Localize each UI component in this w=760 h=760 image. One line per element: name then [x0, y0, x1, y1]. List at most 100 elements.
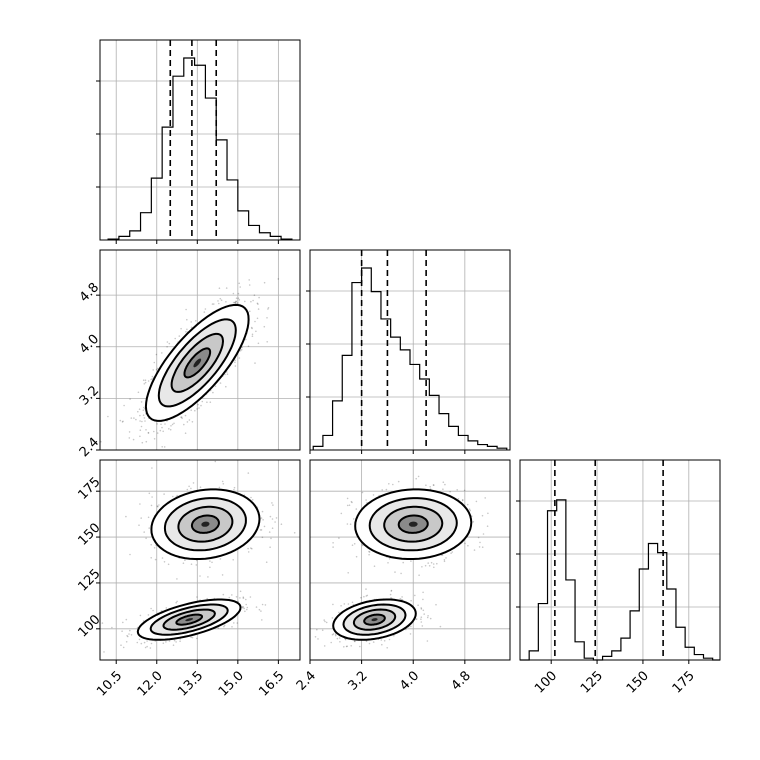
histogram-panel-2 [516, 459, 721, 664]
sample-point [331, 633, 334, 636]
sample-point [188, 485, 190, 488]
sample-point [190, 409, 192, 412]
sample-point [275, 517, 278, 519]
sample-point [441, 554, 444, 556]
sample-point [405, 628, 407, 631]
sample-point [155, 353, 158, 356]
sample-point [347, 572, 350, 574]
sample-point [389, 593, 392, 596]
sample-point [537, 536, 539, 538]
sample-point [250, 496, 252, 499]
sample-point [268, 531, 271, 533]
sample-point [393, 634, 395, 637]
sample-point [165, 641, 167, 643]
sample-point [477, 536, 480, 539]
sample-point [219, 382, 222, 384]
sample-point [180, 327, 182, 330]
sample-point [149, 647, 152, 649]
sample-point [475, 500, 478, 503]
sample-point [355, 508, 358, 510]
sample-point [145, 440, 148, 443]
sample-point [256, 317, 259, 320]
sample-point [261, 619, 263, 621]
sample-point [479, 541, 481, 544]
sample-point [162, 430, 164, 433]
sample-point [209, 401, 212, 404]
sample-point [217, 627, 220, 629]
sample-point [334, 634, 337, 637]
sample-point [141, 420, 143, 423]
sample-point [207, 576, 209, 578]
sample-point [429, 486, 432, 488]
sample-point [160, 423, 162, 426]
sample-point [334, 633, 337, 636]
sample-point [461, 499, 464, 502]
sample-point [392, 483, 394, 486]
sample-point [343, 646, 345, 648]
sample-point [147, 431, 150, 434]
sample-point [150, 607, 152, 610]
sample-point [263, 525, 266, 528]
sample-point [190, 636, 192, 638]
sample-point [175, 601, 177, 604]
sample-point [361, 544, 364, 547]
sample-point [146, 645, 148, 648]
sample-point [232, 559, 234, 561]
sample-point [190, 487, 192, 490]
sample-point [234, 302, 236, 304]
sample-point [122, 621, 124, 624]
sample-point [277, 278, 280, 280]
sample-point [422, 591, 424, 594]
y-tick-label: 150 [75, 521, 103, 549]
sample-point [218, 287, 221, 290]
x-tick-label: 175 [670, 668, 698, 696]
sample-point [274, 521, 276, 523]
sample-point [444, 483, 446, 486]
sample-point [225, 385, 227, 388]
sample-point [473, 549, 476, 551]
sample-point [246, 606, 249, 609]
sample-point [119, 419, 122, 422]
sample-point [427, 615, 429, 617]
sample-point [433, 566, 435, 569]
sample-point [129, 629, 131, 632]
sample-point [234, 365, 237, 367]
sample-point [388, 483, 390, 485]
sample-point [142, 414, 145, 417]
sample-point [217, 300, 219, 302]
sample-point [222, 483, 225, 485]
y-tick-label: 100 [75, 612, 103, 640]
sample-point [451, 551, 454, 553]
sample-point [331, 617, 334, 619]
sample-point [123, 404, 125, 407]
y-tick-label: 4.0 [77, 332, 102, 357]
sample-point [353, 640, 356, 642]
sample-point [155, 368, 158, 371]
sample-point [137, 391, 140, 394]
sample-point [368, 642, 371, 645]
x-tick-label: 125 [578, 668, 606, 696]
sample-point [143, 641, 146, 644]
sample-point [196, 637, 198, 640]
sample-point [256, 302, 259, 305]
sample-point [317, 638, 319, 640]
sample-point [271, 527, 274, 529]
sample-point [182, 562, 185, 564]
sample-point [350, 500, 353, 503]
sample-point [153, 430, 155, 433]
sample-point [344, 638, 347, 641]
sample-point [162, 642, 165, 644]
sample-point [150, 504, 153, 507]
sample-point [166, 341, 169, 343]
sample-point [139, 429, 142, 432]
sample-point [436, 562, 438, 565]
sample-point [469, 509, 472, 512]
sample-point [388, 558, 391, 560]
sample-point [466, 503, 469, 506]
sample-point [426, 616, 429, 619]
sample-point [321, 629, 324, 631]
sample-point [142, 620, 145, 622]
sample-point [260, 610, 262, 612]
sample-point [151, 467, 153, 469]
sample-point [450, 552, 452, 554]
